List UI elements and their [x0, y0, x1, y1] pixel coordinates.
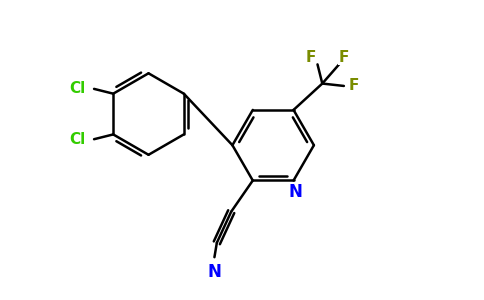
- Text: N: N: [208, 262, 221, 280]
- Text: Cl: Cl: [69, 132, 85, 147]
- Text: F: F: [348, 78, 359, 93]
- Text: Cl: Cl: [69, 81, 85, 96]
- Text: F: F: [339, 50, 349, 65]
- Text: N: N: [289, 184, 303, 202]
- Text: F: F: [305, 50, 316, 65]
